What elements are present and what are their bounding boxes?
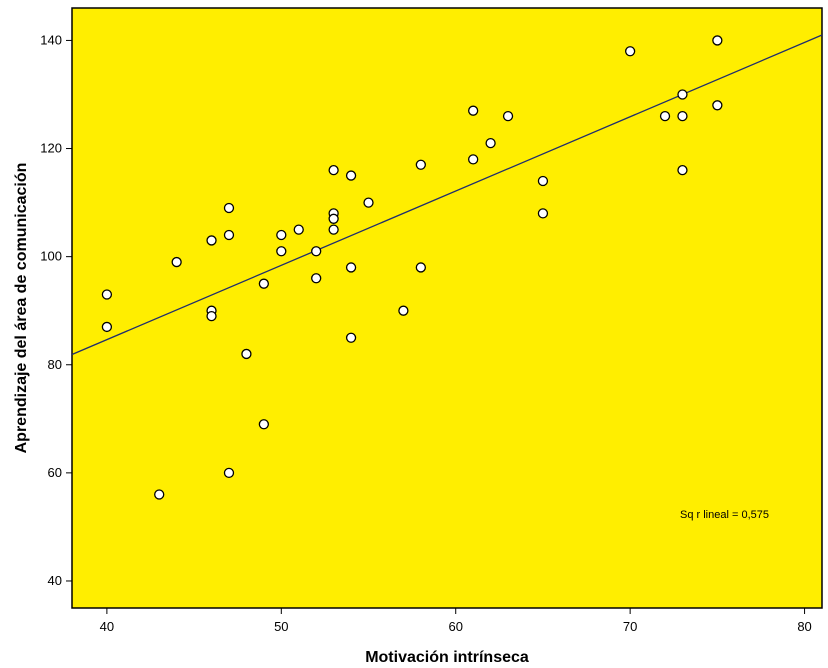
data-point	[328, 224, 339, 235]
data-point	[677, 110, 688, 122]
y-tick-label: 140	[40, 32, 62, 47]
data-point	[311, 246, 322, 257]
y-axis: 40 60 80 100 120 140	[40, 32, 72, 588]
data-point	[101, 289, 113, 300]
data-point	[223, 202, 235, 214]
data-point	[258, 278, 270, 289]
data-point	[468, 154, 479, 165]
data-point	[624, 46, 636, 57]
x-tick-label: 60	[448, 619, 462, 634]
y-axis-title: Aprendizaje del área de comunicación	[13, 163, 30, 454]
data-point	[223, 467, 235, 479]
plot-area	[71, 7, 823, 609]
data-point	[311, 273, 322, 284]
y-tick-label: 60	[48, 465, 62, 480]
data-point	[345, 262, 357, 273]
data-point	[468, 105, 479, 116]
data-point	[485, 137, 496, 149]
data-point	[345, 170, 357, 181]
data-point	[502, 110, 514, 122]
data-point	[537, 208, 549, 219]
data-point	[415, 159, 426, 170]
data-point	[276, 229, 287, 241]
data-points	[101, 35, 723, 500]
data-point	[101, 321, 113, 333]
data-point	[154, 489, 165, 500]
data-point	[677, 165, 688, 176]
x-axis-title: Motivación intrínseca	[365, 649, 529, 666]
y-tick-label: 100	[40, 249, 62, 264]
y-tick-label: 80	[48, 357, 62, 372]
data-point	[415, 262, 426, 273]
data-point	[276, 246, 287, 257]
data-point	[206, 235, 217, 246]
r-squared-annotation: Sq r lineal = 0,575	[680, 509, 769, 521]
data-point	[677, 89, 688, 100]
data-point	[293, 224, 304, 235]
x-tick-label: 50	[274, 619, 288, 634]
data-point	[398, 305, 409, 316]
data-point	[712, 35, 723, 46]
data-point	[241, 348, 252, 360]
data-point	[363, 197, 374, 208]
x-tick-label: 80	[797, 619, 811, 634]
data-point	[345, 332, 357, 343]
data-point	[537, 175, 549, 187]
x-tick-label: 40	[100, 619, 114, 634]
fit-line	[71, 34, 823, 356]
x-axis: 40 50 60 70 80	[100, 608, 812, 634]
data-point	[258, 419, 270, 430]
data-point	[223, 229, 235, 241]
y-tick-label: 40	[48, 573, 62, 588]
x-tick-label: 70	[623, 619, 637, 634]
data-point	[328, 165, 339, 176]
data-point	[712, 100, 723, 111]
data-point	[328, 213, 339, 224]
data-point	[659, 110, 671, 122]
data-point	[206, 310, 217, 322]
data-point	[171, 256, 182, 268]
y-tick-label: 120	[40, 141, 62, 156]
